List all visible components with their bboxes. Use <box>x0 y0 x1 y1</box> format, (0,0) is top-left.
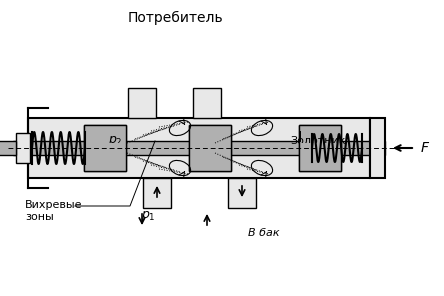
Bar <box>189 125 231 171</box>
Bar <box>84 125 126 171</box>
Bar <box>0 141 16 155</box>
Bar <box>84 125 126 143</box>
Bar <box>189 125 231 171</box>
Text: Золотник: Золотник <box>290 136 345 146</box>
Bar <box>128 88 156 118</box>
Bar <box>299 125 341 171</box>
Bar <box>299 125 341 171</box>
Bar <box>13 141 385 155</box>
Bar <box>16 133 30 163</box>
Bar <box>84 143 126 153</box>
Bar <box>84 125 126 171</box>
Text: $F$: $F$ <box>420 141 430 155</box>
Bar <box>143 178 171 208</box>
Text: $p_2$: $p_2$ <box>108 134 122 148</box>
Bar <box>228 178 256 208</box>
Bar <box>189 125 231 143</box>
Bar <box>193 88 221 118</box>
Bar <box>84 153 126 171</box>
Bar <box>299 153 341 171</box>
Text: В бак: В бак <box>248 228 280 238</box>
Bar <box>189 143 231 153</box>
Bar <box>299 125 341 143</box>
Text: Потребитель: Потребитель <box>127 11 223 25</box>
Bar <box>189 153 231 171</box>
Text: Вихревые
зоны: Вихревые зоны <box>25 200 83 222</box>
Bar <box>28 118 370 178</box>
Text: $p_1$: $p_1$ <box>141 209 155 223</box>
Bar <box>299 143 341 153</box>
Bar <box>370 118 385 178</box>
